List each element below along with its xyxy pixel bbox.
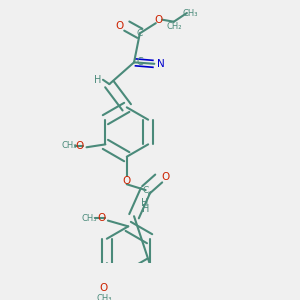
Text: O: O <box>154 15 163 25</box>
Text: O: O <box>75 141 83 151</box>
Text: O: O <box>123 176 131 186</box>
Text: O: O <box>100 283 108 293</box>
Text: H: H <box>141 198 149 208</box>
Text: CH₃: CH₃ <box>96 294 112 300</box>
Text: CH₃: CH₃ <box>183 8 198 17</box>
Text: O: O <box>98 213 106 223</box>
Text: H: H <box>94 75 101 85</box>
Text: O: O <box>161 172 169 182</box>
Text: N: N <box>157 59 165 69</box>
Text: C: C <box>137 29 143 38</box>
Text: CH₃: CH₃ <box>61 141 77 150</box>
Text: CH₃: CH₃ <box>81 214 97 223</box>
Text: O: O <box>116 21 124 31</box>
Text: H: H <box>142 204 149 214</box>
Text: CH₂: CH₂ <box>166 22 182 31</box>
Text: C: C <box>142 186 149 195</box>
Text: C: C <box>136 57 143 68</box>
